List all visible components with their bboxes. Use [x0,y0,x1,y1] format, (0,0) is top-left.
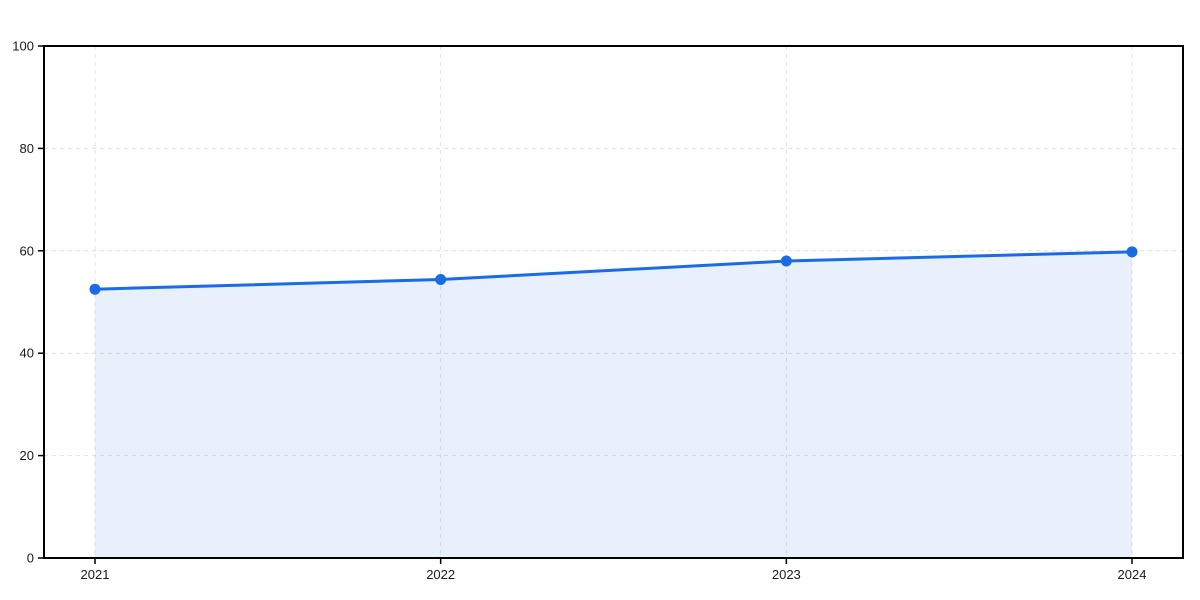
data-point-2021 [89,283,101,295]
y-tick-label-20: 20 [20,448,34,463]
x-tick-label-2023: 2023 [772,567,801,582]
y-tick-label-100: 100 [12,39,34,54]
x-tick-label-2021: 2021 [81,567,110,582]
data-point-2024 [1126,246,1138,258]
plot-border [43,45,1184,559]
x-tick-label-2024: 2024 [1118,567,1147,582]
y-tick-label-80: 80 [20,141,34,156]
x-tick-label-2022: 2022 [426,567,455,582]
y-tick-label-0: 0 [27,551,34,566]
series-line [93,250,1134,291]
data-point-2022 [435,273,447,285]
y-tick-label-60: 60 [20,243,34,258]
series-area-fill [95,251,1132,558]
y-tick-label-40: 40 [20,346,34,361]
data-point-2023 [780,255,792,267]
